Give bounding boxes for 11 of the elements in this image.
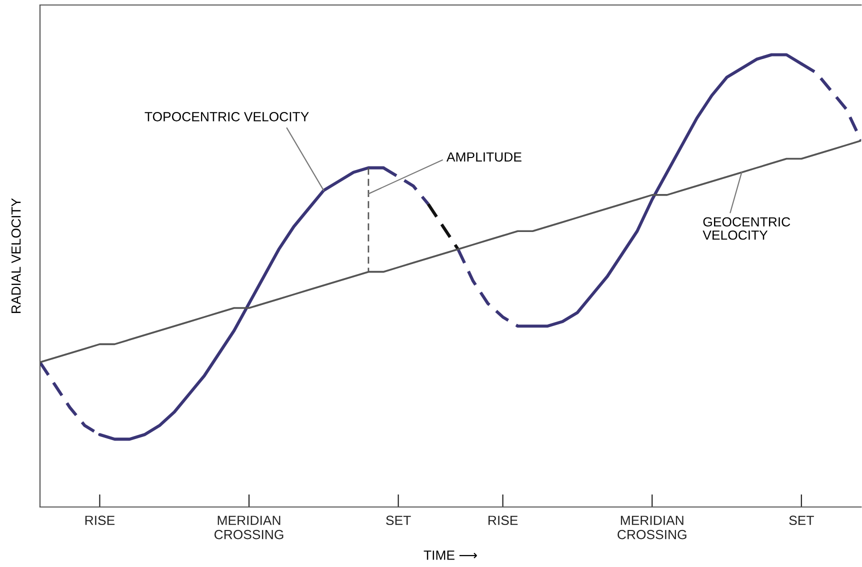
annotation: TOPOCENTRIC VELOCITY [144,112,309,122]
x-tick-label: RISE [488,516,518,526]
annotation: AMPLITUDE [446,152,522,162]
x-tick-label: SET [789,516,814,526]
x-tick-label: MERIDIAN CROSSING [618,516,686,540]
x-axis-title: TIME ⟶ [424,550,477,560]
x-tick-label: SET [386,516,411,526]
x-tick-label: RISE [85,516,115,526]
annotation: GEOCENTRIC VELOCITY [702,217,790,240]
y-axis-title: RADIAL VELOCITY [11,198,21,313]
x-tick-label: MERIDIAN CROSSING [214,516,284,540]
